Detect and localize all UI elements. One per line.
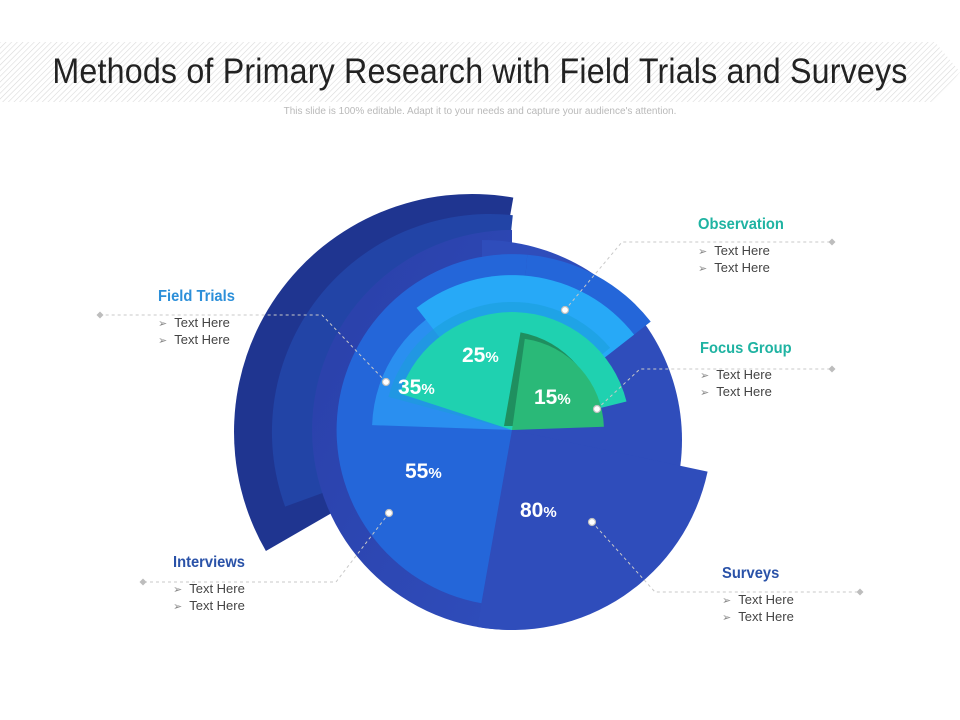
- field-trials-bullet: ➢ Text Here: [158, 315, 230, 330]
- page-subtitle: This slide is 100% editable. Adapt it to…: [283, 106, 677, 117]
- arrow-bullet-icon: ➢: [700, 387, 710, 399]
- connector-diamond: [139, 578, 147, 586]
- label-observation: Observation ➢ Text Here ➢ Text Here: [698, 216, 791, 275]
- arrow-bullet-icon: ➢: [158, 335, 168, 347]
- focus-group-bullet: ➢ Text Here: [700, 384, 772, 399]
- interviews-bullet: ➢ Text Here: [173, 581, 245, 596]
- arrow-bullet-icon: ➢: [173, 584, 183, 596]
- focus-group-bullet: ➢ Text Here: [700, 367, 772, 382]
- arrow-bullet-icon: ➢: [722, 595, 732, 607]
- observation-title: Observation: [698, 216, 784, 233]
- pct-label: 25%: [462, 344, 499, 367]
- pct-label: 55%: [405, 460, 442, 483]
- slice-surveys: [477, 430, 708, 631]
- arrow-bullet-icon: ➢: [158, 318, 168, 330]
- connector-dot: [381, 377, 391, 387]
- connector-dot: [592, 404, 602, 414]
- arrow-bullet-icon: ➢: [722, 612, 732, 624]
- arrow-bullet-icon: ➢: [700, 370, 710, 382]
- connector-diamond: [96, 311, 104, 319]
- focus-group-title: Focus Group: [700, 340, 792, 357]
- surveys-bullet: ➢ Text Here: [722, 592, 794, 607]
- connector-line: [596, 368, 832, 410]
- label-focus-group: Focus Group ➢ Text Here ➢ Text Here: [700, 340, 800, 399]
- connector-dot: [384, 508, 394, 518]
- connector-diamond: [828, 238, 836, 246]
- interviews-title: Interviews: [173, 554, 246, 571]
- connector-dot: [587, 517, 597, 527]
- connector-line: [564, 241, 832, 311]
- connector-diamond: [856, 588, 864, 596]
- pct-label: 15%: [534, 386, 571, 409]
- pct-label: 80%: [520, 499, 557, 522]
- arrow-bullet-icon: ➢: [698, 246, 708, 258]
- surveys-bullet: ➢ Text Here: [722, 609, 794, 624]
- connector-line: [591, 521, 860, 593]
- observation-bullet: ➢ Text Here: [698, 243, 770, 258]
- label-surveys: Surveys ➢ Text Here ➢ Text Here: [722, 565, 794, 624]
- field-trials-title: Field Trials: [158, 288, 235, 305]
- pct-label: 35%: [398, 376, 435, 399]
- observation-bullet: ➢ Text Here: [698, 260, 770, 275]
- interviews-bullet: ➢ Text Here: [173, 598, 245, 613]
- arrow-bullet-icon: ➢: [698, 263, 708, 275]
- surveys-title: Surveys: [722, 565, 780, 582]
- connector-dot: [560, 305, 570, 315]
- arrow-bullet-icon: ➢: [173, 601, 183, 613]
- connector-diamond: [828, 365, 836, 373]
- field-trials-bullet: ➢ Text Here: [158, 332, 230, 347]
- page-title: Methods of Primary Research with Field T…: [52, 52, 908, 91]
- label-field-trials: Field Trials ➢ Text Here ➢ Text Here: [158, 288, 242, 347]
- title-banner: [0, 42, 960, 102]
- connector-line: [100, 314, 387, 383]
- label-interviews: Interviews ➢ Text Here ➢ Text Here: [173, 554, 251, 613]
- slice-focus-inner: [512, 338, 604, 430]
